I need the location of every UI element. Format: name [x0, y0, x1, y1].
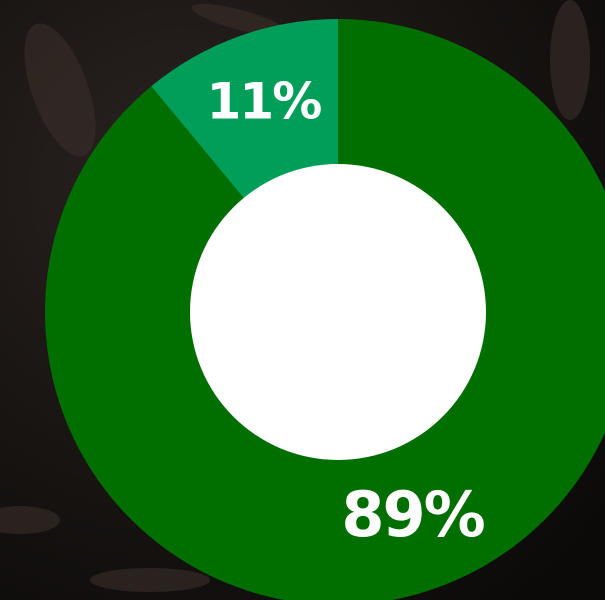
- background-texture: [0, 0, 590, 592]
- value-label: 89%: [341, 478, 484, 551]
- labels: 89% 11%: [207, 73, 487, 552]
- value-label: 11%: [207, 73, 322, 131]
- donut-hole: [190, 164, 486, 460]
